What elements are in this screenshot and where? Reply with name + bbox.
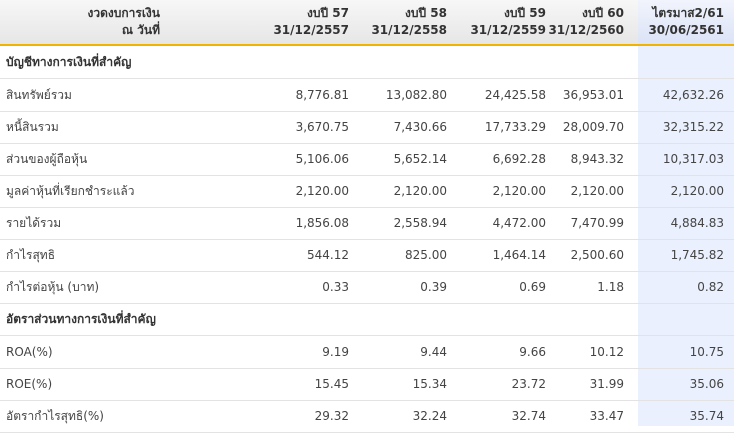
header-period-label: งวดงบการเงิน ณ วันที่ bbox=[0, 0, 160, 44]
row-value: 32,315.22 bbox=[662, 120, 724, 134]
row-value: 825.00 bbox=[405, 248, 447, 262]
row-value: 42,632.26 bbox=[662, 88, 724, 102]
header-col-4: งบปี 60 31/12/2560 bbox=[548, 0, 624, 44]
row-value: 4,884.83 bbox=[670, 216, 724, 230]
table-row: อัตรากำไรสุทธิ(%) 29.32 32.24 32.74 33.47 35.… bbox=[0, 400, 734, 433]
row-label: ส่วนของผู้ถือหุ้น bbox=[6, 152, 88, 166]
header-date: 31/12/2557 bbox=[273, 23, 349, 37]
header-period: งบปี 57 bbox=[307, 6, 349, 20]
row-value: 0.69 bbox=[519, 280, 546, 294]
row-value: 0.39 bbox=[420, 280, 447, 294]
table-row: กำไรต่อหุ้น (บาท) 0.33 0.39 0.69 1.18 0.82 bbox=[0, 271, 734, 304]
row-value: 2,500.60 bbox=[570, 248, 624, 262]
row-value: 1,464.14 bbox=[492, 248, 546, 262]
row-value: 32.24 bbox=[412, 409, 447, 423]
row-value: 2,120.00 bbox=[295, 184, 349, 198]
row-value: 9.19 bbox=[322, 345, 349, 359]
row-value: 7,430.66 bbox=[393, 120, 447, 134]
table-row: ส่วนของผู้ถือหุ้น 5,106.06 5,652.14 6,692.2… bbox=[0, 143, 734, 176]
header-col-3: งบปี 59 31/12/2559 bbox=[450, 0, 546, 44]
row-value: 8,943.32 bbox=[570, 152, 624, 166]
table-row: ROA(%) 9.19 9.44 9.66 10.12 10.75 bbox=[0, 336, 734, 369]
row-value: 2,120.00 bbox=[393, 184, 447, 198]
row-value: 15.34 bbox=[412, 377, 447, 391]
row-value: 8,776.81 bbox=[295, 88, 349, 102]
header-period: งบปี 60 bbox=[582, 6, 624, 20]
row-value: 0.82 bbox=[697, 280, 724, 294]
row-value: 1,745.82 bbox=[670, 248, 724, 262]
row-value: 1,856.08 bbox=[295, 216, 349, 230]
row-value: 4,472.00 bbox=[492, 216, 546, 230]
row-value: 2,120.00 bbox=[570, 184, 624, 198]
header-period-line1: งวดงบการเงิน bbox=[87, 6, 160, 20]
row-value: 33.47 bbox=[589, 409, 624, 423]
row-value: 35.06 bbox=[689, 377, 724, 391]
header-col-2: งบปี 58 31/12/2558 bbox=[350, 0, 447, 44]
row-value: 5,106.06 bbox=[295, 152, 349, 166]
row-value: 7,470.99 bbox=[570, 216, 624, 230]
header-period: งบปี 59 bbox=[504, 6, 546, 20]
row-value: 9.66 bbox=[519, 345, 546, 359]
header-date: 30/06/2561 bbox=[648, 23, 724, 37]
row-label: รายได้รวม bbox=[6, 216, 62, 230]
header-date: 31/12/2560 bbox=[548, 23, 624, 37]
section-title: บัญชีทางการเงินที่สำคัญ bbox=[6, 55, 132, 69]
row-value: 35.74 bbox=[689, 409, 724, 423]
header-date: 31/12/2559 bbox=[470, 23, 546, 37]
table-row: กำไรสุทธิ 544.12 825.00 1,464.14 2,500.60 1,7… bbox=[0, 239, 734, 272]
row-value: 10.12 bbox=[589, 345, 624, 359]
row-value: 3,670.75 bbox=[295, 120, 349, 134]
row-value: 31.99 bbox=[589, 377, 624, 391]
row-value: 5,652.14 bbox=[393, 152, 447, 166]
row-label: หนี้สินรวม bbox=[6, 120, 59, 134]
row-value: 24,425.58 bbox=[484, 88, 546, 102]
row-value: 2,558.94 bbox=[393, 216, 447, 230]
row-label: ROE(%) bbox=[6, 377, 53, 391]
row-value: 2,120.00 bbox=[492, 184, 546, 198]
row-label: กำไรต่อหุ้น (บาท) bbox=[6, 280, 100, 294]
table-row: มูลค่าหุ้นที่เรียกชำระแล้ว 2,120.00 2,120.… bbox=[0, 175, 734, 208]
table-row: หนี้สินรวม 3,670.75 7,430.66 17,733.29 28,00… bbox=[0, 111, 734, 144]
row-value: 1.18 bbox=[597, 280, 624, 294]
row-value: 544.12 bbox=[307, 248, 349, 262]
header-col-5: ไตรมาส2/61 30/06/2561 bbox=[638, 0, 734, 44]
section-header-row: อัตราส่วนทางการเงินที่สำคัญ bbox=[0, 303, 734, 336]
row-value: 0.33 bbox=[322, 280, 349, 294]
row-value: 23.72 bbox=[511, 377, 546, 391]
row-value: 2,120.00 bbox=[670, 184, 724, 198]
section-title: อัตราส่วนทางการเงินที่สำคัญ bbox=[6, 312, 156, 326]
header-period-line2: ณ วันที่ bbox=[121, 23, 160, 37]
row-value: 32.74 bbox=[511, 409, 546, 423]
table-row: ROE(%) 15.45 15.34 23.72 31.99 35.06 bbox=[0, 368, 734, 401]
row-label: อัตรากำไรสุทธิ(%) bbox=[6, 409, 104, 423]
header-period: งบปี 58 bbox=[405, 6, 447, 20]
row-value: 6,692.28 bbox=[492, 152, 546, 166]
row-value: 17,733.29 bbox=[484, 120, 546, 134]
row-value: 28,009.70 bbox=[562, 120, 624, 134]
row-label: กำไรสุทธิ bbox=[6, 248, 56, 262]
table-row: สินทรัพย์รวม 8,776.81 13,082.80 24,425.58 36… bbox=[0, 79, 734, 112]
row-value: 15.45 bbox=[314, 377, 349, 391]
header-period: ไตรมาส2/61 bbox=[652, 6, 724, 20]
row-label: สินทรัพย์รวม bbox=[6, 88, 72, 102]
section-header-row: บัญชีทางการเงินที่สำคัญ bbox=[0, 46, 734, 79]
row-label: มูลค่าหุ้นที่เรียกชำระแล้ว bbox=[6, 184, 135, 198]
table-header: งวดงบการเงิน ณ วันที่ งบปี 57 31/12/2557 ง… bbox=[0, 0, 734, 46]
highlight-column bbox=[638, 46, 734, 426]
row-value: 36,953.01 bbox=[562, 88, 624, 102]
table-row: รายได้รวม 1,856.08 2,558.94 4,472.00 7,470.9… bbox=[0, 207, 734, 240]
row-value: 13,082.80 bbox=[385, 88, 447, 102]
row-value: 10,317.03 bbox=[662, 152, 724, 166]
row-value: 29.32 bbox=[314, 409, 349, 423]
row-value: 9.44 bbox=[420, 345, 447, 359]
header-col-1: งบปี 57 31/12/2557 bbox=[250, 0, 349, 44]
row-value: 10.75 bbox=[689, 345, 724, 359]
row-label: ROA(%) bbox=[6, 345, 53, 359]
header-date: 31/12/2558 bbox=[371, 23, 447, 37]
